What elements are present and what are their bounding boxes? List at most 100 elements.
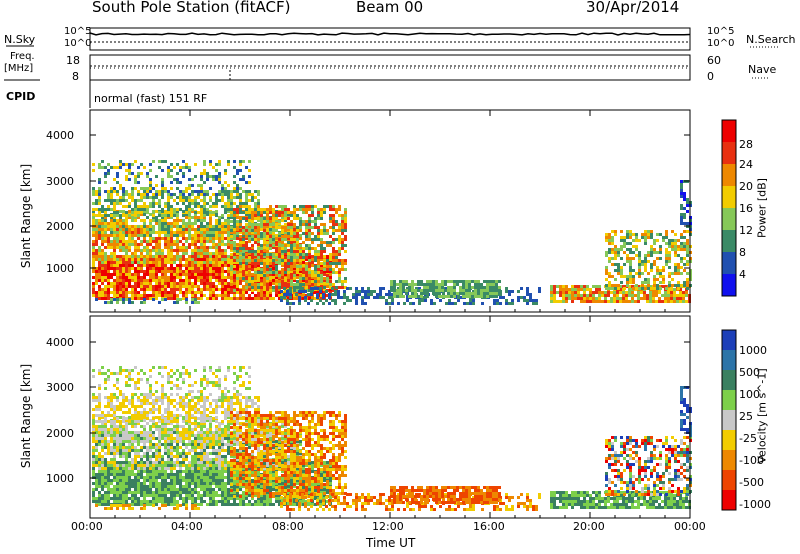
power-cell [260,252,263,255]
power-cell [152,264,155,267]
power-cell [257,232,260,235]
power-cell [182,196,185,199]
power-cell [182,172,185,175]
power-cell [468,286,471,289]
power-cell [314,259,317,262]
power-cell [212,225,215,228]
power-cell [316,287,319,290]
power-cell [316,302,319,305]
power-cell [631,285,634,288]
power-cell [128,270,131,273]
power-cell [668,257,671,260]
power-cell [278,255,281,258]
power-cell [149,187,152,190]
power-cell [571,291,574,294]
power-cell [608,251,611,254]
power-cell [257,279,260,282]
power-cell [212,261,215,264]
power-cell [212,202,215,205]
power-cell [194,237,197,240]
power-cell [332,229,335,232]
power-cell [293,238,296,241]
power-cell [311,247,314,250]
power-cell [113,255,116,258]
power-cell [620,269,623,272]
power-cell [260,211,263,214]
power-cell [290,283,293,286]
power-cell [608,287,611,290]
power-cell [272,244,275,247]
power-cell [233,273,236,276]
velocity-cell [176,500,179,503]
power-cell [179,288,182,291]
power-cell [317,226,320,229]
power-cell [623,242,626,245]
power-cell [680,233,683,236]
power-cell [447,286,450,289]
power-cell [266,247,269,250]
power-cell [230,291,233,294]
power-cell [239,279,242,282]
power-cell [143,187,146,190]
velocity-cell [119,470,122,473]
power-cell [677,239,680,242]
power-cell [263,288,266,291]
power-cell [248,267,251,270]
velocity-cell [161,473,164,476]
power-cell [248,232,251,235]
power-cell [128,279,131,282]
power-cell [638,266,641,269]
power-cell [212,246,215,249]
velocity-cell [161,491,164,494]
power-cell [492,286,495,289]
power-cell [414,289,417,292]
power-cell [604,297,607,300]
power-cell [352,296,355,299]
power-cell [242,261,245,264]
power-cell [320,282,323,285]
power-cell [263,217,266,220]
power-cell [254,196,257,199]
power-cell [185,231,188,234]
power-cell [146,285,149,288]
power-cell [329,270,332,273]
power-cell [98,246,101,249]
velocity-cell [101,482,104,485]
power-cell [116,273,119,276]
power-cell [176,214,179,217]
velocity-cell [152,497,155,500]
power-cell [305,232,308,235]
power-cell [290,244,293,247]
power-cell [611,248,614,251]
power-cell [486,295,489,298]
power-cell [302,273,305,276]
power-cell [116,301,119,304]
velocity-cell [161,488,164,491]
power-cell [308,235,311,238]
velocity-cell [92,497,95,500]
power-cell [260,259,263,262]
power-cell [245,277,248,280]
power-cell [179,258,182,261]
power-cell [98,276,101,279]
velocity-ytick-4000: 4000 [46,336,74,349]
power-cell [233,166,236,169]
power-cell [245,219,248,222]
power-cell [116,225,119,228]
power-cell [245,208,248,211]
power-cell [266,283,269,286]
power-cell [424,296,427,299]
power-cell [620,275,623,278]
power-cell [215,196,218,199]
power-cell [456,292,459,295]
power-cell [95,282,98,285]
power-cell [329,235,332,238]
power-cell [140,211,143,214]
power-cell [245,268,248,271]
power-cell [215,270,218,273]
power-cell [314,220,317,223]
power-cell [550,294,553,297]
power-cell [604,294,607,297]
power-cell [344,259,347,262]
power-cell [179,285,182,288]
